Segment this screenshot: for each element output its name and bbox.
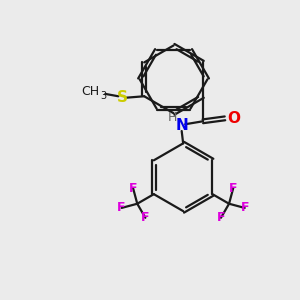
Text: F: F bbox=[141, 211, 150, 224]
Text: F: F bbox=[229, 182, 238, 195]
Text: O: O bbox=[227, 111, 240, 126]
Text: N: N bbox=[175, 118, 188, 133]
Text: F: F bbox=[129, 182, 137, 195]
Text: 3: 3 bbox=[100, 91, 106, 101]
Text: F: F bbox=[217, 211, 225, 224]
Text: F: F bbox=[117, 201, 126, 214]
Text: CH: CH bbox=[81, 85, 100, 98]
Text: S: S bbox=[117, 90, 128, 105]
Text: H: H bbox=[168, 111, 177, 124]
Text: F: F bbox=[240, 201, 249, 214]
